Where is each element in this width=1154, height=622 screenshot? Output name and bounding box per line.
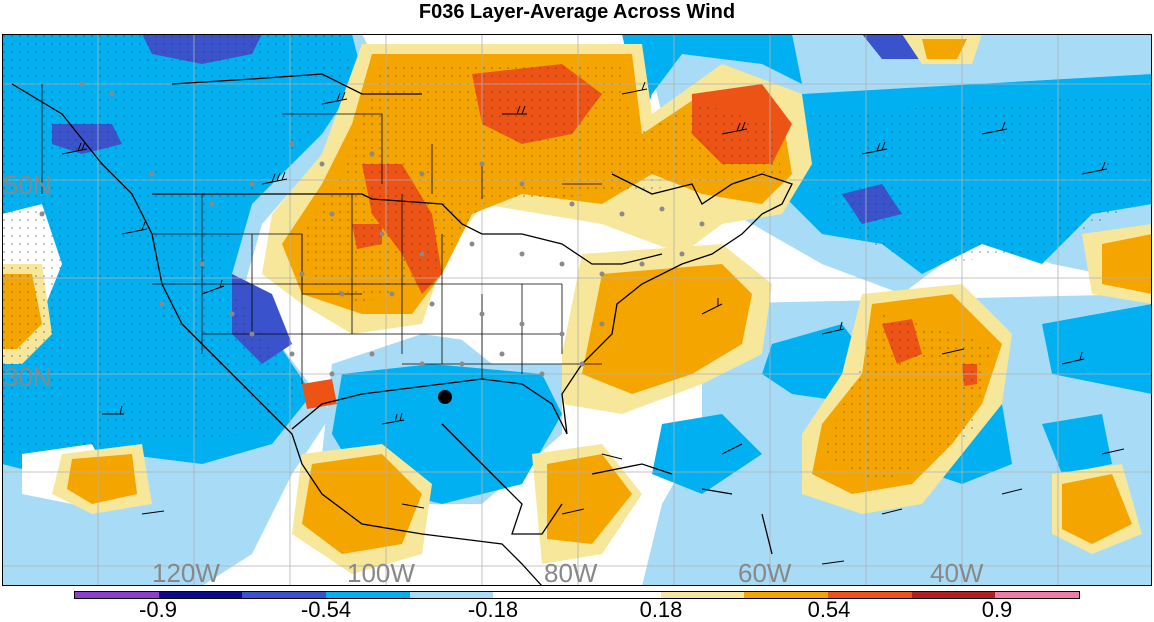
colorbar-segment <box>660 592 745 598</box>
lon-label-100w: 100W <box>347 558 415 586</box>
colorbar-label: 0.18 <box>639 597 683 622</box>
lat-label-30n: 30N <box>4 362 52 392</box>
lon-label-120w: 120W <box>152 558 220 586</box>
colorbar-segment <box>75 592 159 598</box>
colorbar-segment <box>744 592 829 598</box>
lon-label-60w: 60W <box>738 558 792 586</box>
colorbar-segment <box>911 592 996 598</box>
state-boundaries <box>41 84 602 384</box>
station-markers <box>39 81 705 377</box>
wind-barbs <box>61 81 1125 565</box>
colorbar-segment <box>409 592 494 598</box>
colorbar <box>74 591 1080 599</box>
latitude-labels: 50N 30N <box>4 170 52 392</box>
significance-stipple <box>2 34 1152 484</box>
colorbar-segment <box>995 592 1080 598</box>
map-panel[interactable]: 50N 30N 120W 100W 80W 60W 40W <box>2 34 1152 586</box>
colorbar-segment <box>242 592 327 598</box>
longitude-labels: 120W 100W 80W 60W 40W <box>152 558 984 586</box>
lon-label-80w: 80W <box>544 558 598 586</box>
map-frame <box>2 34 1152 586</box>
map-svg: 50N 30N 120W 100W 80W 60W 40W <box>2 34 1152 586</box>
colorbar-label: -0.9 <box>139 597 177 622</box>
graticule <box>2 34 1152 586</box>
lon-label-40w: 40W <box>930 558 984 586</box>
colorbar-label: -0.54 <box>300 597 352 622</box>
colorbar-label: -0.18 <box>467 597 519 622</box>
colorbar-segment <box>828 592 912 598</box>
colorbar-segment <box>158 592 243 598</box>
lat-label-50n: 50N <box>4 170 52 200</box>
colorbar-label: 0.54 <box>807 597 851 622</box>
colorbar-label: 0.9 <box>981 597 1013 622</box>
colorbar-labels: -0.9 -0.54 -0.18 0.18 0.54 0.9 <box>0 598 1154 622</box>
selected-station-marker[interactable] <box>438 390 452 404</box>
chart-title: F036 Layer-Average Across Wind <box>418 1 736 23</box>
colorbar-segment <box>493 592 578 598</box>
colorbar-segment <box>577 592 661 598</box>
colorbar-segment <box>326 592 410 598</box>
coastlines <box>11 73 793 586</box>
